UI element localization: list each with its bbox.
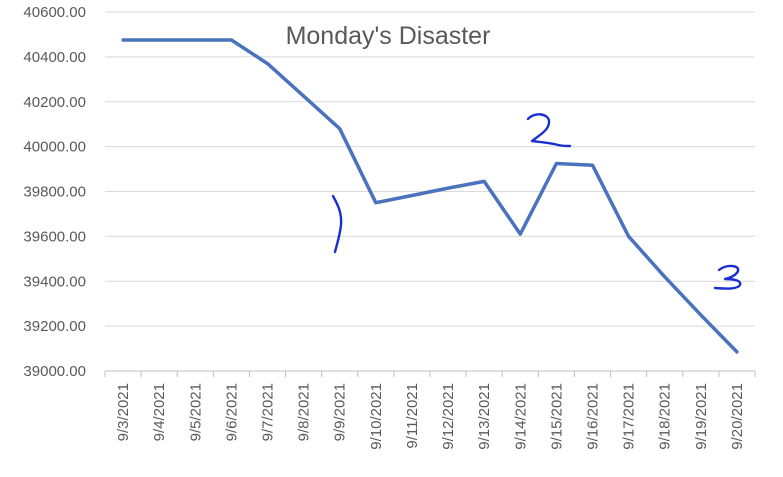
y-tick-label: 40200.00 [23, 94, 86, 111]
handwritten-annotation-2 [526, 113, 572, 148]
x-tick-label: 9/4/2021 [151, 383, 168, 441]
x-tick-label: 9/10/2021 [368, 383, 385, 450]
series-line [121, 38, 739, 354]
x-tick-label: 9/15/2021 [548, 383, 565, 450]
y-tick-label: 39000.00 [23, 363, 86, 380]
x-tick-label: 9/8/2021 [296, 383, 313, 441]
x-tick-label: 9/7/2021 [260, 383, 277, 441]
y-tick-label: 40600.00 [23, 4, 86, 21]
x-tick-label: 9/9/2021 [332, 383, 349, 441]
x-tick-label: 9/11/2021 [404, 383, 421, 449]
y-tick-label: 39200.00 [23, 318, 86, 335]
handwritten-annotation-1 [331, 194, 343, 254]
y-axis: 39000.00 39200.00 39400.00 39600.00 39800.00… [23, 4, 86, 380]
y-tick-label: 39400.00 [23, 273, 86, 290]
x-axis: 9/3/2021 9/4/2021 9/5/2021 9/6/2021 9/7/2021… [104, 371, 756, 450]
x-tick-label: 9/13/2021 [476, 383, 493, 450]
handwritten-annotation-3 [713, 264, 742, 290]
y-tick-label: 39800.00 [23, 184, 86, 201]
x-tick-label: 9/16/2021 [585, 383, 602, 450]
x-tick-label: 9/20/2021 [729, 383, 746, 450]
x-tick-label: 9/12/2021 [440, 383, 457, 450]
x-tick-label: 9/5/2021 [187, 383, 204, 441]
chart-title: Monday's Disaster [286, 22, 491, 50]
y-tick-label: 40400.00 [23, 49, 86, 66]
y-tick-label: 39600.00 [23, 228, 86, 245]
x-tick-label: 9/6/2021 [223, 383, 240, 441]
x-tick-label: 9/18/2021 [657, 383, 674, 450]
x-tick-label: 9/3/2021 [115, 383, 132, 441]
x-tick-label: 9/17/2021 [621, 383, 638, 450]
x-tick-label: 9/14/2021 [512, 383, 529, 450]
y-tick-label: 40000.00 [23, 139, 86, 156]
x-tick-label: 9/19/2021 [693, 383, 710, 450]
